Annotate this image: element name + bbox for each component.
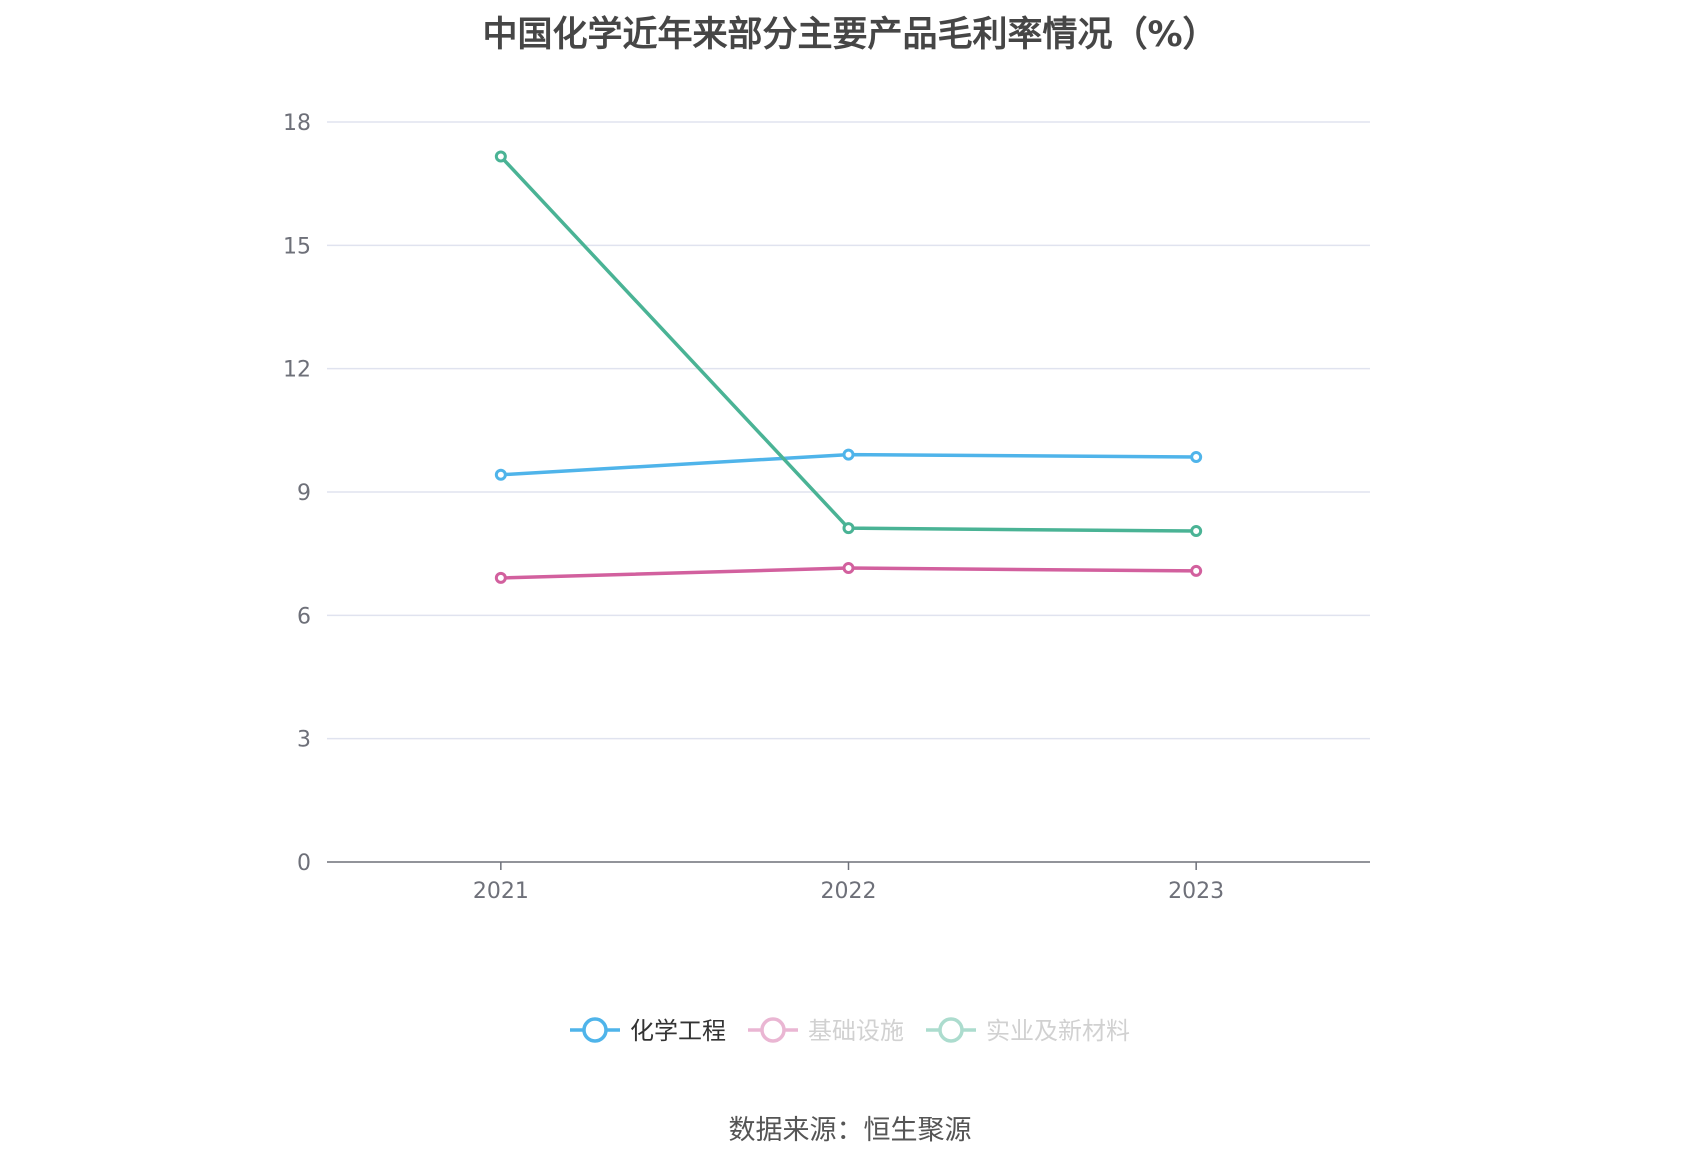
y-tick-label: 9	[297, 481, 311, 506]
legend-item-3[interactable]: 实业及新材料	[926, 1017, 1130, 1045]
legend-item-1[interactable]: 化学工程	[570, 1017, 726, 1045]
legend-label: 化学工程	[630, 1017, 726, 1045]
x-tick-label: 2023	[1168, 879, 1224, 904]
legend-label: 实业及新材料	[986, 1017, 1130, 1045]
series-line-3	[499, 155, 1197, 533]
y-tick-label: 12	[283, 358, 311, 383]
data-point[interactable]	[1190, 564, 1203, 577]
x-tick-label: 2021	[473, 879, 529, 904]
axes: 0 3 6 9 12 15 18 2021 2022 2023	[283, 111, 1370, 904]
data-point[interactable]	[494, 571, 507, 584]
data-source-note: 数据来源：恒生聚源	[728, 1115, 972, 1146]
grid-lines	[327, 121, 1370, 740]
legend-label: 基础设施	[808, 1017, 904, 1045]
chart-title: 中国化学近年来部分主要产品毛利率情况（%）	[482, 15, 1218, 55]
y-tick-label: 18	[283, 111, 311, 136]
y-tick-label: 15	[283, 234, 311, 259]
data-point[interactable]	[1190, 525, 1203, 538]
data-point[interactable]	[494, 468, 507, 481]
data-point[interactable]	[494, 150, 507, 163]
data-point[interactable]	[842, 562, 855, 575]
legend-circle-icon	[760, 1017, 786, 1043]
y-tick-label: 3	[297, 728, 311, 753]
legend-circle-icon	[582, 1017, 608, 1043]
data-point[interactable]	[842, 522, 855, 535]
x-tick-label: 2022	[821, 879, 877, 904]
data-point[interactable]	[1190, 451, 1203, 464]
data-point[interactable]	[842, 448, 855, 461]
y-tick-label: 6	[297, 604, 311, 629]
legend-circle-icon	[938, 1017, 964, 1043]
y-tick-label: 0	[297, 851, 311, 876]
legend[interactable]: 化学工程 基础设施 实业及新材料	[570, 1017, 1130, 1045]
series-lines	[494, 150, 1203, 584]
legend-item-2[interactable]: 基础设施	[748, 1017, 904, 1045]
